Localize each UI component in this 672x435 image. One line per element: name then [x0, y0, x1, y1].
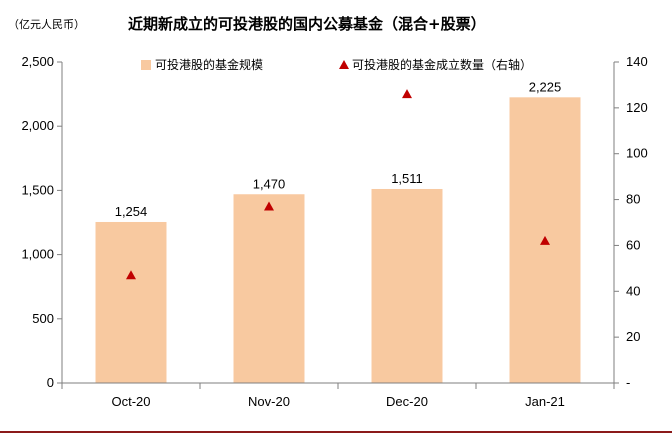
unit-label: （亿元人民币） — [8, 18, 85, 31]
y-tick-label-right: 140 — [626, 54, 648, 69]
bar-value-label: 2,225 — [529, 79, 562, 94]
count-point — [264, 201, 274, 211]
bar-value-label: 1,470 — [253, 176, 286, 191]
bar — [233, 194, 305, 383]
x-tick-label: Jan-21 — [525, 394, 565, 409]
x-tick-label: Oct-20 — [111, 394, 150, 409]
y-tick-label-right: 20 — [626, 329, 640, 344]
legend-swatch-bar — [141, 60, 151, 70]
count-point — [402, 89, 412, 99]
bar — [95, 221, 167, 383]
chart-title: 近期新成立的可投港股的国内公募基金（混合+股票） — [128, 15, 486, 33]
y-tick-label-left: 0 — [47, 375, 54, 390]
x-tick-label: Nov-20 — [248, 394, 290, 409]
bar-value-label: 1,254 — [115, 204, 148, 219]
legend-marker-count — [339, 60, 349, 69]
y-tick-label-right: 120 — [626, 100, 648, 115]
legend-label-count: 可投港股的基金成立数量（右轴） — [352, 57, 532, 72]
y-tick-label-left: 2,500 — [21, 54, 54, 69]
count-point — [126, 270, 136, 280]
y-tick-label-right: - — [626, 375, 630, 390]
y-tick-label-right: 80 — [626, 192, 640, 207]
bar-value-label: 1,511 — [391, 171, 423, 186]
y-tick-label-left: 500 — [32, 311, 54, 326]
count-point — [540, 235, 550, 245]
y-tick-label-left: 1,000 — [21, 247, 54, 262]
y-tick-label-right: 60 — [626, 237, 640, 252]
y-tick-label-left: 2,000 — [21, 118, 54, 133]
bar — [371, 188, 443, 383]
y-tick-label-left: 1,500 — [21, 182, 54, 197]
legend-label-bar: 可投港股的基金规模 — [155, 57, 263, 72]
y-tick-label-right: 100 — [626, 146, 648, 161]
y-tick-label-right: 40 — [626, 283, 640, 298]
x-tick-label: Dec-20 — [386, 394, 428, 409]
plot-area: 1,254 1,470 1,511 2,225 0 500 1,000 1,500 2,000 2… — [0, 54, 672, 433]
